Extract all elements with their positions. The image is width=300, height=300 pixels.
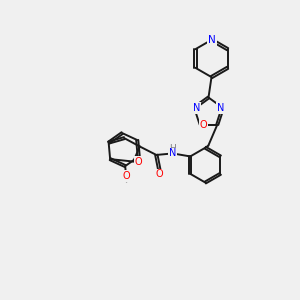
Text: N: N (169, 148, 176, 158)
Text: H: H (169, 144, 176, 153)
Text: O: O (122, 171, 130, 181)
Text: O: O (156, 169, 164, 179)
Text: N: N (193, 103, 200, 113)
Text: N: N (217, 103, 224, 113)
Text: N: N (208, 35, 216, 45)
Text: O: O (200, 120, 207, 130)
Text: O: O (135, 157, 142, 166)
